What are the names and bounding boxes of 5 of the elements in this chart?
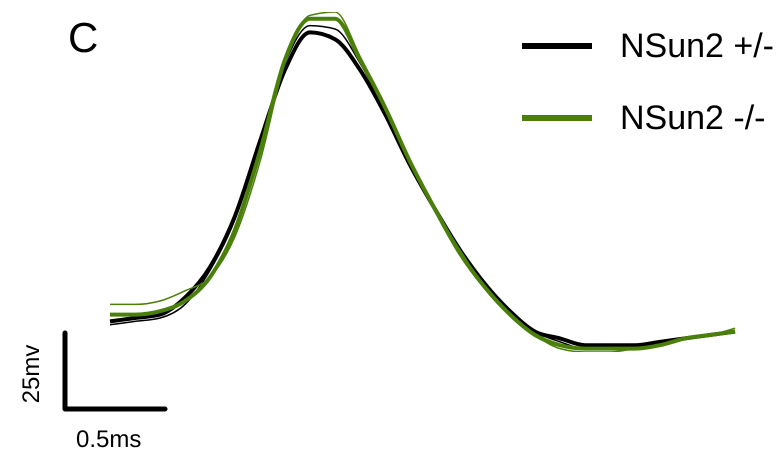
legend-label: NSun2 +/- xyxy=(620,26,774,66)
text: 0.5ms xyxy=(76,426,142,454)
text: 25mv xyxy=(18,344,46,404)
chart-title: C xyxy=(68,14,98,62)
legend-label: NSun2 -/- xyxy=(620,98,766,138)
